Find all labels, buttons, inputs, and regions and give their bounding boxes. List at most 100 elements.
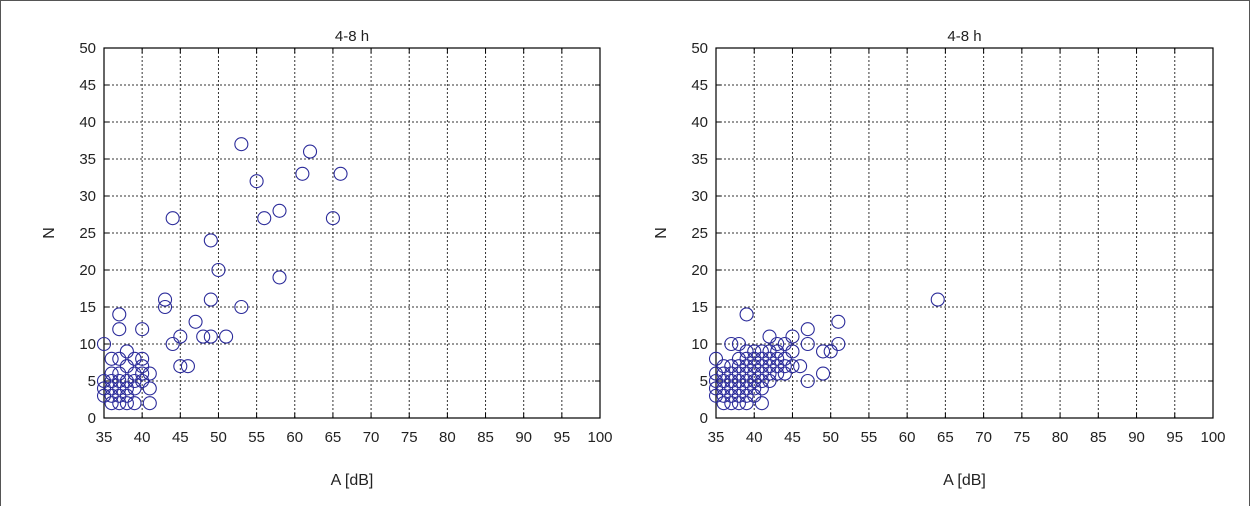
chart2-point xyxy=(724,366,739,381)
chart1-point xyxy=(157,299,173,315)
chart1-point xyxy=(127,373,142,389)
chart1-y-axis-label: N xyxy=(41,227,58,239)
chart2-point xyxy=(800,336,815,352)
chart1-point xyxy=(196,329,211,344)
chart2-title: 4-8 h xyxy=(947,28,981,45)
chart2-x-tick-label: 55 xyxy=(861,429,878,446)
chart1-y-tick-label: 20 xyxy=(79,262,96,279)
chart1-point xyxy=(272,270,287,285)
chart1-point xyxy=(165,211,180,226)
chart1-point xyxy=(188,314,203,329)
chart2-point xyxy=(777,359,792,374)
chart2-point xyxy=(831,336,846,352)
chart1-x-tick-label: 80 xyxy=(439,429,456,446)
chart1-plot: 35 40 45 50 55 60 65 70 75 80 85 90 95 100 0 5 10 15 20 25 3… xyxy=(41,28,613,489)
chart2-point xyxy=(754,373,769,389)
chart2-point xyxy=(770,344,785,359)
chart1-point xyxy=(135,351,150,366)
chart2-point xyxy=(793,359,808,374)
chart1-point xyxy=(257,211,272,226)
chart2-point xyxy=(731,351,746,366)
chart1-point xyxy=(112,381,127,396)
chart1-point xyxy=(203,233,218,248)
chart2-y-tick-label: 25 xyxy=(691,225,708,242)
chart1-x-tick-label: 85 xyxy=(477,429,494,446)
chart2-x-tick-label: 45 xyxy=(784,429,801,446)
chart2-point xyxy=(770,366,785,381)
chart2-y-tick-label: 20 xyxy=(691,262,708,279)
chart1-x-tick-label: 60 xyxy=(286,429,303,446)
chart2-point xyxy=(770,336,785,352)
chart1-y-tick-label: 15 xyxy=(79,299,96,316)
chart2-point xyxy=(785,344,800,359)
chart1-x-tick-label: 50 xyxy=(210,429,227,446)
chart1-point xyxy=(127,396,142,411)
chart2-x-tick-label: 70 xyxy=(975,429,992,446)
chart2-point xyxy=(754,344,769,359)
chart1-point xyxy=(234,299,249,315)
chart1-x-tick-label: 65 xyxy=(325,429,342,446)
chart2-point xyxy=(731,336,746,352)
chart1-point xyxy=(112,351,127,366)
chart2-point xyxy=(739,344,754,359)
chart2-point xyxy=(831,314,846,329)
chart2-point xyxy=(754,351,769,366)
chart2-point xyxy=(716,388,731,403)
chart2-point xyxy=(739,388,754,403)
chart2-point xyxy=(716,381,731,396)
chart1-y-tick-label: 40 xyxy=(79,114,96,131)
chart2-x-tick-label: 75 xyxy=(1014,429,1031,446)
chart1-point xyxy=(165,336,180,352)
chart1-point xyxy=(249,174,264,189)
chart2-point xyxy=(731,373,746,389)
chart1-point xyxy=(211,262,226,278)
chart1-y-tick-label: 50 xyxy=(79,40,96,57)
chart2-point xyxy=(716,359,731,374)
chart2-point xyxy=(747,344,762,359)
chart1-point xyxy=(104,373,119,389)
chart1-point xyxy=(333,166,348,181)
chart1-point xyxy=(112,366,127,381)
chart1-point xyxy=(119,381,134,396)
chart2-point xyxy=(762,344,777,359)
chart2-x-axis-label: A [dB] xyxy=(943,472,986,489)
chart2-y-tick-label: 45 xyxy=(691,77,708,94)
chart2-point xyxy=(930,292,945,307)
chart2-point xyxy=(747,366,762,381)
chart2-point xyxy=(708,351,724,366)
chart1-x-tick-label: 100 xyxy=(587,429,612,446)
chart1-y-tick-label: 5 xyxy=(88,373,96,390)
chart2-point xyxy=(724,336,739,352)
chart2-x-tick-label: 100 xyxy=(1200,429,1225,446)
chart2-point xyxy=(762,366,777,381)
chart2-y-axis-label: N xyxy=(653,227,670,239)
chart2-point xyxy=(731,366,746,381)
chart2-plot: 35 40 45 50 55 60 65 70 75 80 85 90 95 100 0 5 10 15 20 25 3… xyxy=(653,28,1226,489)
chart2-x-tick-label: 80 xyxy=(1052,429,1069,446)
chart1-x-axis-label: A [dB] xyxy=(331,472,374,489)
chart2-point xyxy=(785,329,800,344)
chart1-point xyxy=(104,351,119,366)
chart1-point xyxy=(127,351,142,366)
chart2-point xyxy=(747,359,762,374)
chart2-point xyxy=(708,373,724,389)
chart2-x-tick-label: 40 xyxy=(746,429,763,446)
chart2-y-tick-label: 35 xyxy=(691,151,708,168)
chart2-x-tick-label: 60 xyxy=(899,429,916,446)
chart2-point xyxy=(762,373,777,389)
chart1-point xyxy=(104,366,119,381)
chart1-axes-box xyxy=(103,47,601,419)
chart1-x-tick-label: 55 xyxy=(248,429,265,446)
chart2-x-tick-label: 65 xyxy=(937,429,954,446)
chart2-point xyxy=(739,373,754,389)
chart2-x-tick-label: 85 xyxy=(1090,429,1107,446)
chart2-point xyxy=(770,359,785,374)
chart1-point xyxy=(135,322,150,337)
chart2-y-tick-label: 5 xyxy=(700,373,708,390)
chart1-point xyxy=(142,366,157,381)
chart1-point xyxy=(173,359,188,374)
chart1-point xyxy=(112,388,127,403)
chart1-point xyxy=(96,336,112,352)
chart1-y-tick-label: 30 xyxy=(79,188,96,205)
